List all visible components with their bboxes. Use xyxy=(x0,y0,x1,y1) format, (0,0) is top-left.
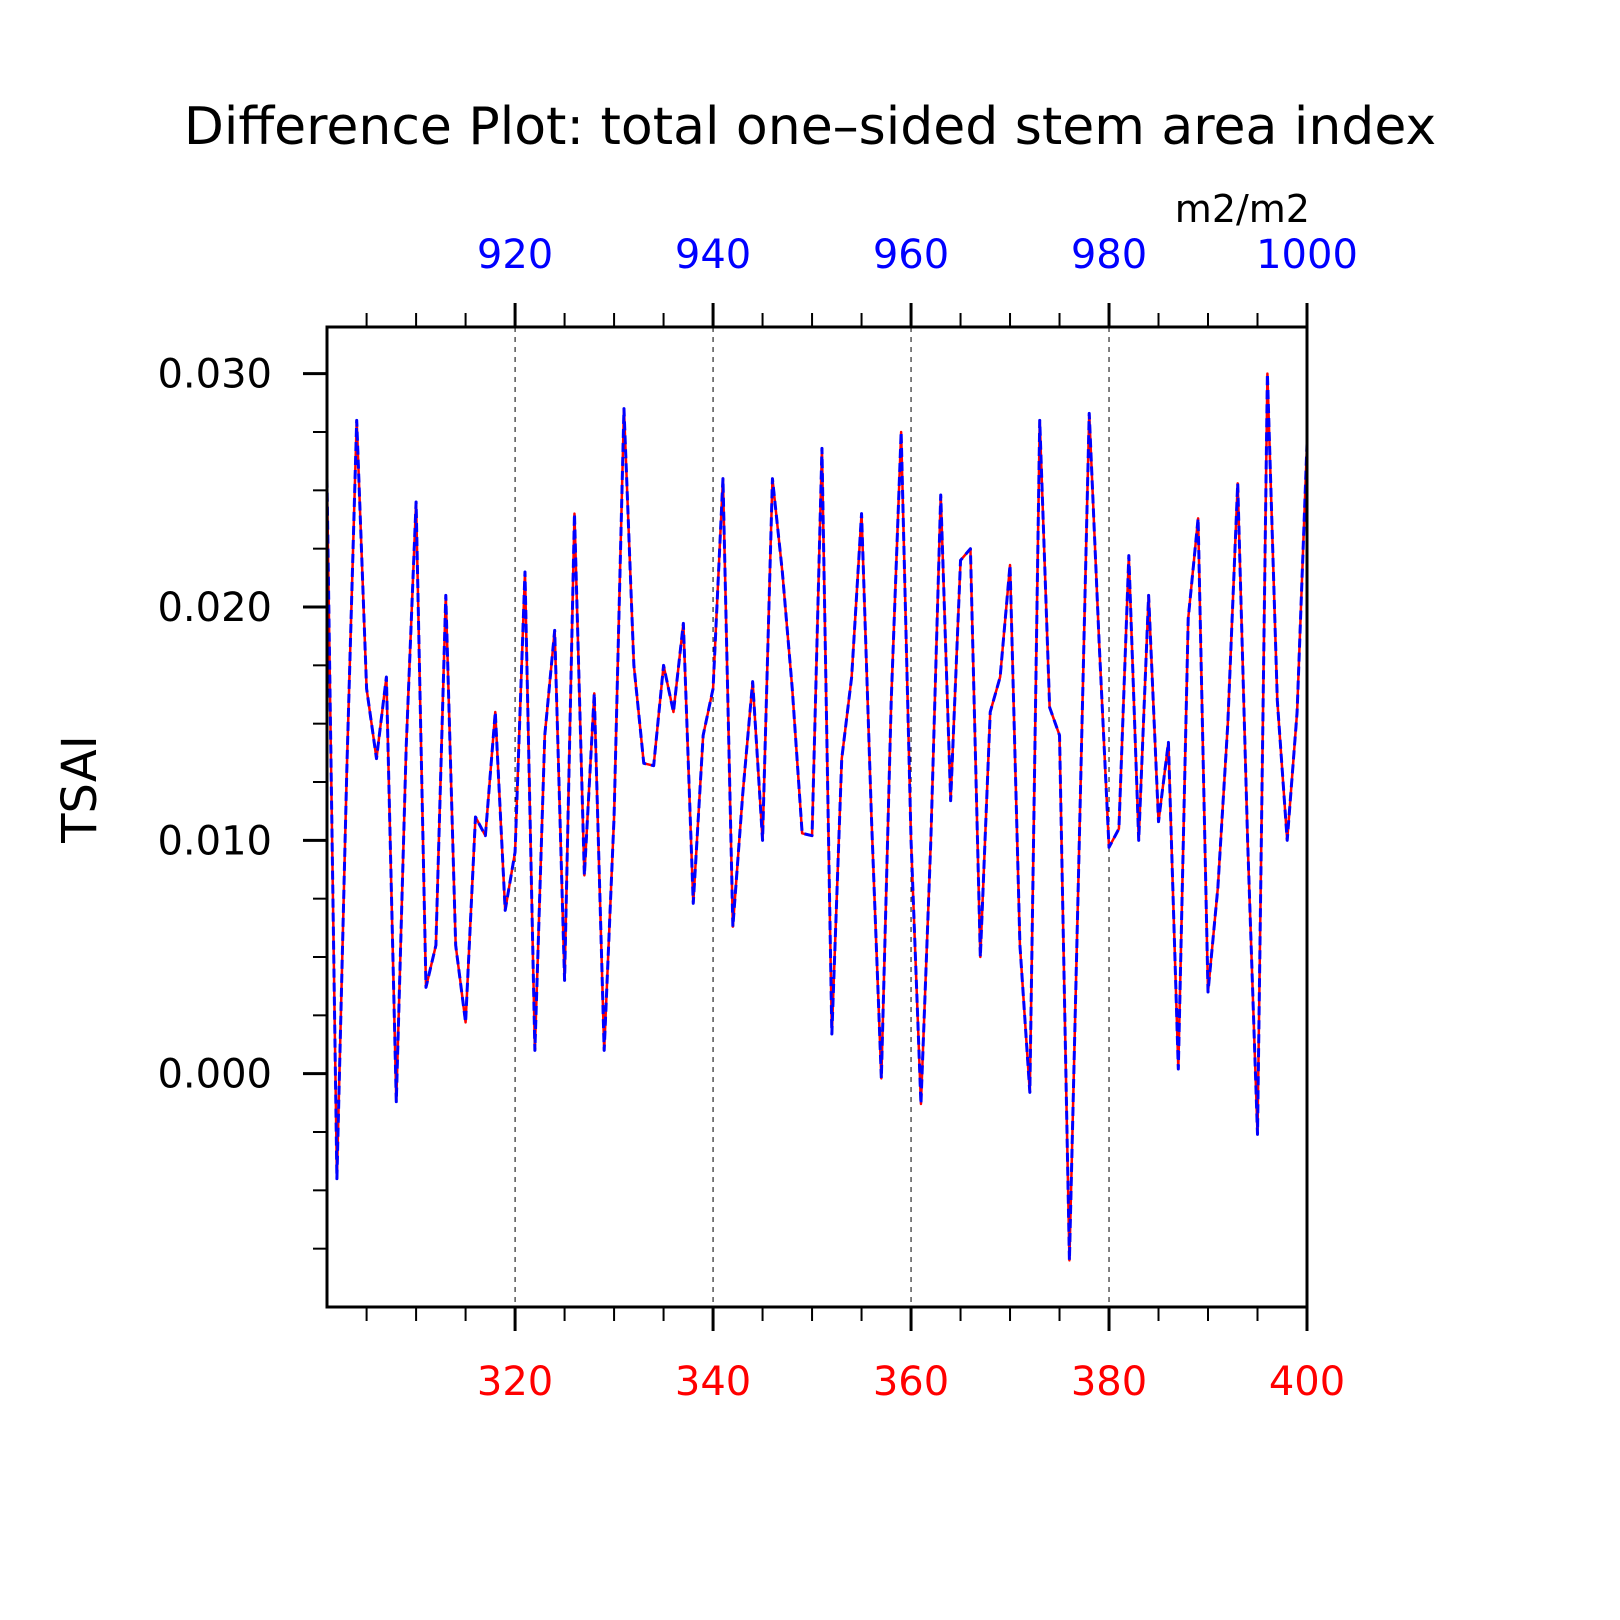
plot-frame xyxy=(325,325,1309,1309)
x-bottom-tick-label: 340 xyxy=(675,1359,751,1405)
tick-labels: 0.000 0.010 0.020 0.030 320 340 360 380 400 920 94… xyxy=(157,232,1357,1405)
x-bottom-tick-label: 320 xyxy=(477,1359,553,1405)
x-top-tick-label: 920 xyxy=(477,232,553,278)
y-tick-label: 0.000 xyxy=(157,1052,272,1098)
chart-title: Difference Plot: total one–sided stem ar… xyxy=(184,97,1436,157)
x-bottom-tick-label: 380 xyxy=(1071,1359,1147,1405)
x-bottom-tick-label: 400 xyxy=(1269,1359,1345,1405)
y-tick-label: 0.020 xyxy=(157,585,272,631)
units-label: m2/m2 xyxy=(1175,187,1310,231)
y-axis-label: TSAI xyxy=(52,735,108,844)
x-top-tick-label: 940 xyxy=(675,232,751,278)
y-tick-label: 0.010 xyxy=(157,818,272,864)
x-bottom-tick-label: 360 xyxy=(873,1359,949,1405)
axis-ticks xyxy=(303,303,1309,1331)
x-top-tick-label: 960 xyxy=(873,232,949,278)
x-top-tick-label: 1000 xyxy=(1256,232,1358,278)
x-top-tick-label: 980 xyxy=(1071,232,1147,278)
y-tick-label: 0.030 xyxy=(157,352,272,398)
series-line-dashed xyxy=(325,372,1309,1262)
series-lines xyxy=(325,372,1309,1262)
